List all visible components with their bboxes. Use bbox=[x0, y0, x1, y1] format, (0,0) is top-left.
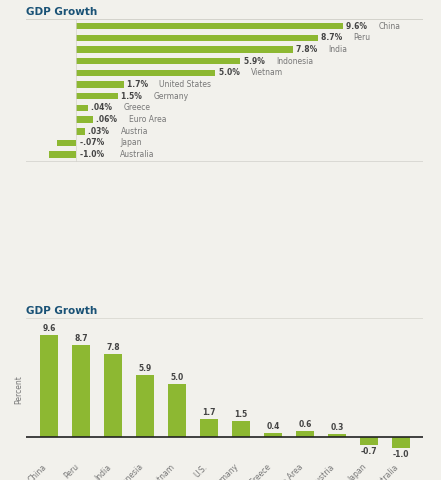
Text: China: China bbox=[379, 22, 401, 31]
Bar bbox=[76, 35, 318, 41]
Bar bbox=[76, 58, 240, 64]
Text: 5.0%: 5.0% bbox=[219, 69, 242, 77]
Bar bbox=[76, 47, 293, 53]
Bar bbox=[76, 117, 93, 123]
Text: India: India bbox=[329, 45, 348, 54]
Text: -0.7: -0.7 bbox=[361, 447, 377, 456]
Text: 1.7%: 1.7% bbox=[127, 80, 151, 89]
Bar bbox=[392, 437, 410, 448]
Text: 7.8%: 7.8% bbox=[296, 45, 320, 54]
Bar bbox=[72, 345, 90, 437]
Text: 1.5%: 1.5% bbox=[121, 92, 145, 101]
Bar bbox=[76, 128, 85, 134]
Text: Peru: Peru bbox=[354, 34, 371, 42]
Text: 5.9: 5.9 bbox=[138, 363, 152, 372]
Bar bbox=[296, 431, 314, 437]
Bar bbox=[168, 384, 186, 437]
Bar bbox=[49, 151, 76, 158]
Text: GDP Growth: GDP Growth bbox=[26, 7, 98, 17]
Text: 1.5: 1.5 bbox=[234, 410, 247, 420]
Text: 1.7: 1.7 bbox=[202, 408, 216, 417]
Text: Japan: Japan bbox=[120, 138, 142, 147]
Bar bbox=[76, 105, 87, 111]
Text: Vietnam: Vietnam bbox=[251, 69, 283, 77]
Text: .06%: .06% bbox=[97, 115, 120, 124]
Text: .04%: .04% bbox=[91, 104, 115, 112]
Text: 9.6: 9.6 bbox=[42, 324, 56, 333]
Text: 8.7: 8.7 bbox=[74, 334, 88, 343]
Bar bbox=[264, 433, 282, 437]
Text: Germany: Germany bbox=[154, 92, 189, 101]
Text: GDP Growth: GDP Growth bbox=[26, 306, 98, 316]
Bar bbox=[328, 434, 346, 437]
Text: Australia: Australia bbox=[120, 150, 154, 159]
Bar bbox=[76, 82, 123, 88]
Bar bbox=[76, 93, 118, 99]
Text: Greece: Greece bbox=[123, 104, 150, 112]
Text: Indonesia: Indonesia bbox=[276, 57, 313, 66]
Text: 0.4: 0.4 bbox=[266, 422, 280, 431]
Bar bbox=[360, 437, 378, 445]
Text: Austria: Austria bbox=[120, 127, 148, 136]
Text: United States: United States bbox=[159, 80, 211, 89]
Text: -.07%: -.07% bbox=[80, 138, 107, 147]
Bar bbox=[40, 336, 58, 437]
Bar bbox=[57, 140, 76, 146]
Text: 8.7%: 8.7% bbox=[321, 34, 345, 42]
Y-axis label: Percent: Percent bbox=[15, 375, 24, 404]
Text: .03%: .03% bbox=[88, 127, 112, 136]
Bar bbox=[76, 23, 343, 29]
Text: 9.6%: 9.6% bbox=[346, 22, 370, 31]
Text: 7.8: 7.8 bbox=[106, 343, 120, 352]
Text: 0.3: 0.3 bbox=[330, 423, 344, 432]
Text: -1.0: -1.0 bbox=[392, 450, 409, 459]
Text: 5.0: 5.0 bbox=[170, 373, 183, 382]
Bar bbox=[232, 421, 250, 437]
Bar bbox=[200, 420, 218, 437]
Text: -1.0%: -1.0% bbox=[80, 150, 106, 159]
Bar bbox=[104, 355, 122, 437]
Text: Euro Area: Euro Area bbox=[129, 115, 166, 124]
Bar bbox=[76, 70, 215, 76]
Bar bbox=[136, 375, 154, 437]
Text: 0.6: 0.6 bbox=[298, 420, 312, 429]
Text: 5.9%: 5.9% bbox=[243, 57, 267, 66]
